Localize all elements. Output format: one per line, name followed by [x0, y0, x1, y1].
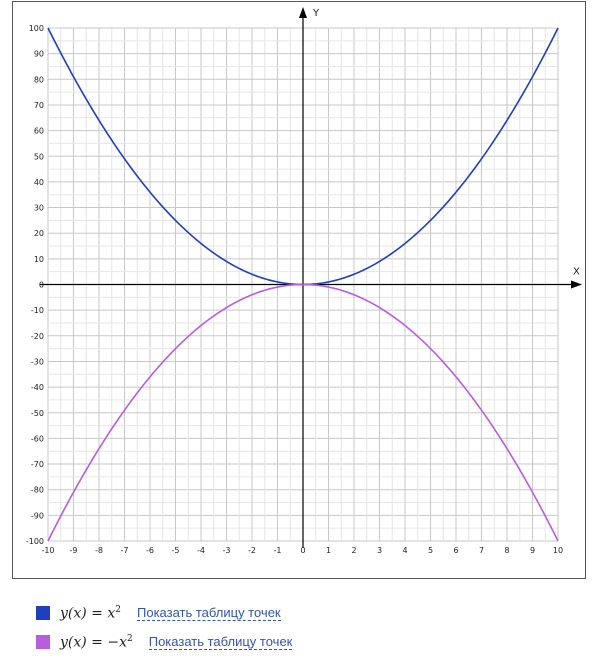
plot-frame [12, 1, 586, 579]
x-tick-label: -4 [197, 546, 205, 555]
x-tick-label: -10 [41, 546, 54, 555]
x-tick-label: -5 [172, 546, 180, 555]
x-tick-label: -7 [121, 546, 129, 555]
x-tick-label: -3 [223, 546, 231, 555]
y-axis-arrow [299, 7, 307, 18]
legend-formula: y(x) = −x2 [60, 633, 133, 651]
y-tick-label: -90 [31, 511, 44, 520]
y-tick-label: -100 [26, 537, 44, 546]
y-tick-label: -70 [31, 460, 44, 469]
x-tick-label: -8 [95, 546, 103, 555]
x-tick-label: -9 [70, 546, 78, 555]
legend-swatch-purple [36, 635, 50, 649]
show-points-table-link[interactable]: Показать таблицу точек [137, 605, 281, 621]
legend-formula: y(x) = x2 [60, 604, 121, 622]
y-tick-label: 10 [34, 255, 44, 264]
x-tick-label: 10 [553, 546, 563, 555]
x-tick-label: 7 [479, 546, 484, 555]
x-tick-label: 8 [504, 546, 509, 555]
x-tick-label: 2 [351, 546, 356, 555]
y-tick-label: 80 [34, 75, 44, 84]
y-tick-label: -50 [31, 409, 44, 418]
x-axis-label: X [573, 267, 580, 278]
series-line-1 [47, 283, 559, 542]
x-tick-label: 9 [530, 546, 535, 555]
y-tick-label: 40 [34, 178, 44, 187]
x-tick-label: 0 [300, 546, 305, 555]
chart: XY-10 -9 -8 -7 -6 -5 -4 -3 -2 -1 0 1 2 3 4 5 6 7 8 9 1010090… [26, 7, 582, 555]
y-tick-label: -80 [31, 486, 44, 495]
x-tick-label: -6 [146, 546, 154, 555]
y-tick-label: -20 [31, 332, 44, 341]
y-tick-label: -60 [31, 434, 44, 443]
x-tick-label: 4 [402, 546, 407, 555]
legend-item-x-squared: y(x) = x2 Показать таблицу точек [36, 602, 281, 624]
y-tick-label: 0 [39, 281, 44, 290]
y-tick-label: 90 [34, 50, 44, 59]
legend-swatch-blue [36, 606, 50, 620]
y-tick-label: 50 [34, 152, 44, 161]
y-tick-label: 20 [34, 229, 44, 238]
x-tick-label: 1 [326, 546, 331, 555]
x-tick-label: 5 [428, 546, 433, 555]
y-tick-label: 70 [34, 101, 44, 110]
y-tick-label: 60 [34, 127, 44, 136]
y-tick-label: -30 [31, 357, 44, 366]
show-points-table-link[interactable]: Показать таблицу точек [148, 634, 293, 650]
x-tick-label: -1 [274, 546, 282, 555]
y-tick-label: 100 [29, 24, 44, 33]
x-axis-arrow [571, 280, 582, 289]
y-tick-label: -10 [31, 306, 44, 315]
x-tick-label: -2 [248, 546, 256, 555]
legend-item-neg-x-squared: y(x) = −x2 Показать таблицу точек [36, 631, 293, 653]
x-tick-label: 3 [377, 546, 382, 555]
y-tick-label: 30 [34, 204, 44, 213]
x-tick-label: 6 [453, 546, 458, 555]
y-tick-label: -40 [31, 383, 44, 392]
y-axis-label: Y [312, 8, 320, 19]
